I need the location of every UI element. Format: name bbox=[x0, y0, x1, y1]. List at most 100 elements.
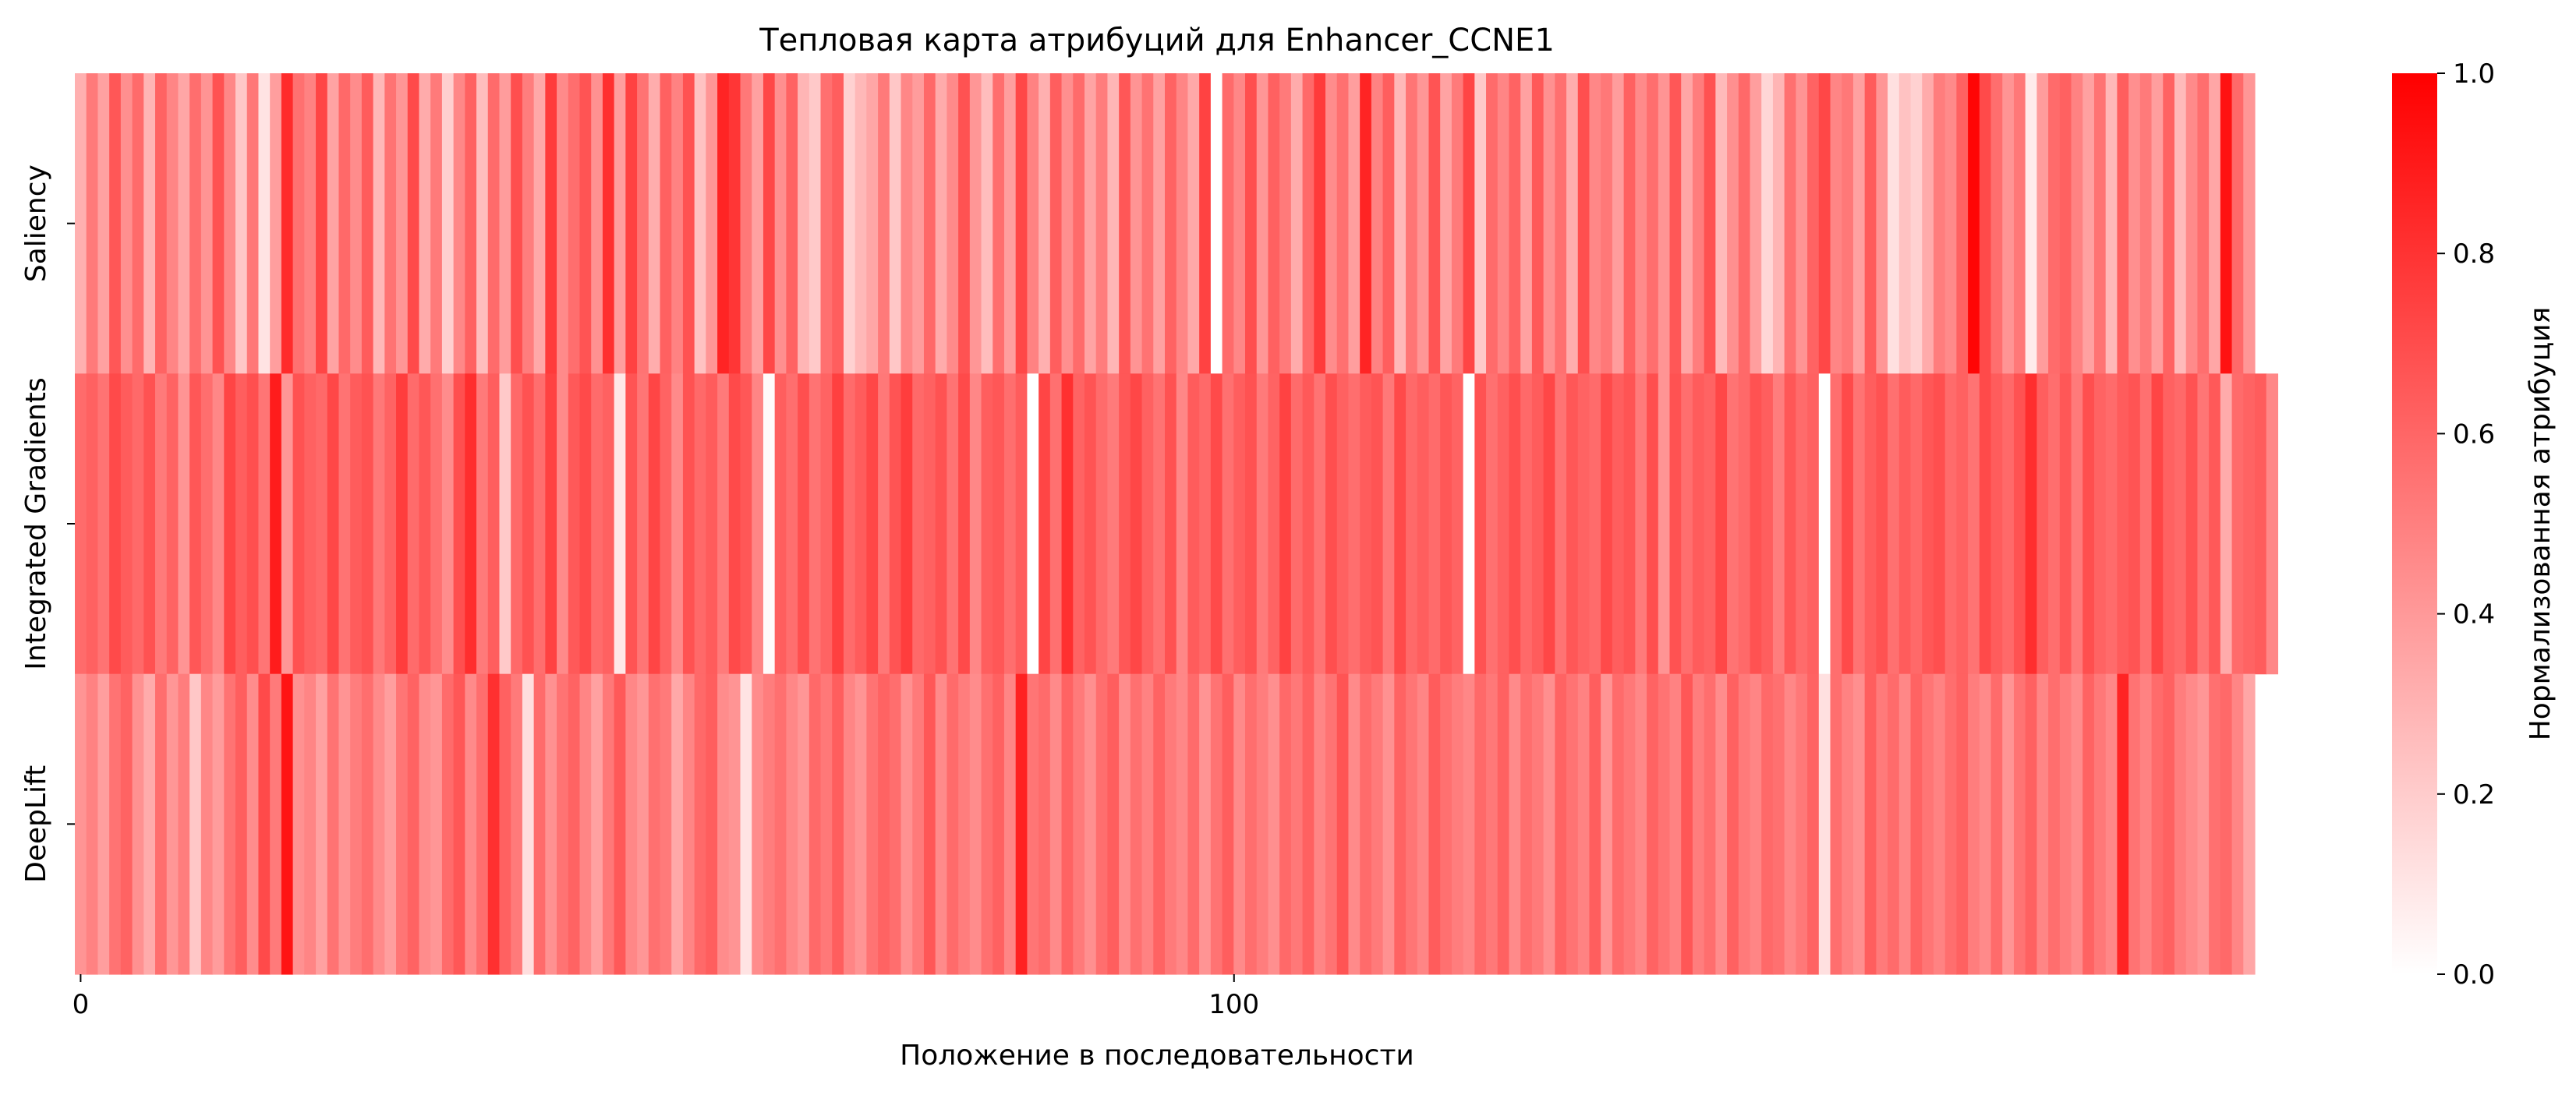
heatmap-cell bbox=[2013, 373, 2026, 675]
heatmap-cell bbox=[1635, 673, 1647, 975]
heatmap-cell bbox=[292, 73, 305, 374]
heatmap-cell bbox=[338, 73, 351, 374]
heatmap-cell bbox=[1876, 373, 1888, 675]
heatmap-cell bbox=[143, 373, 156, 675]
heatmap-cell bbox=[2255, 373, 2267, 675]
heatmap-cell bbox=[430, 73, 443, 374]
heatmap-cell bbox=[2071, 673, 2083, 975]
heatmap-cell bbox=[602, 673, 615, 975]
heatmap-cell bbox=[327, 73, 340, 374]
heatmap-cell bbox=[1371, 373, 1384, 675]
heatmap-cell bbox=[1279, 73, 1292, 374]
heatmap-cell bbox=[625, 673, 638, 975]
heatmap-cell bbox=[1658, 673, 1671, 975]
heatmap-cell bbox=[246, 73, 260, 374]
heatmap-cell bbox=[1394, 73, 1407, 374]
heatmap-cell bbox=[2231, 373, 2244, 675]
heatmap-cell bbox=[2048, 673, 2061, 975]
heatmap-cell bbox=[637, 73, 649, 374]
heatmap-cell bbox=[1176, 373, 1189, 675]
heatmap-cell bbox=[2151, 373, 2164, 675]
heatmap-cell bbox=[1520, 373, 1533, 675]
heatmap-cell bbox=[1910, 73, 1923, 374]
heatmap-cell bbox=[889, 73, 902, 374]
heatmap-cell bbox=[2093, 373, 2107, 675]
heatmap-cell bbox=[1623, 73, 1636, 374]
row-label: DeepLift bbox=[20, 765, 52, 883]
heatmap-cell bbox=[430, 373, 443, 675]
heatmap-cell bbox=[1968, 373, 1980, 675]
heatmap-cell bbox=[1199, 673, 1212, 975]
heatmap-cell bbox=[1141, 373, 1154, 675]
heatmap-cell bbox=[1486, 373, 1499, 675]
heatmap-cell bbox=[2071, 373, 2083, 675]
heatmap-cell bbox=[1956, 373, 1969, 675]
heatmap-cell bbox=[1061, 73, 1074, 374]
heatmap-cell bbox=[2185, 673, 2199, 975]
heatmap-cell bbox=[993, 73, 1005, 374]
heatmap-cell bbox=[1084, 673, 1097, 975]
heatmap-cell bbox=[1451, 73, 1464, 374]
heatmap-cell bbox=[2082, 373, 2095, 675]
heatmap-cell bbox=[958, 373, 971, 675]
heatmap-cell bbox=[2243, 73, 2256, 374]
heatmap-cell bbox=[316, 373, 328, 675]
heatmap-cell bbox=[1796, 373, 1808, 675]
heatmap-cell bbox=[1187, 73, 1200, 374]
heatmap-cell bbox=[878, 673, 890, 975]
heatmap-cell bbox=[1796, 673, 1808, 975]
heatmap-cell bbox=[557, 73, 569, 374]
heatmap-cell bbox=[132, 673, 144, 975]
heatmap-cell bbox=[453, 673, 465, 975]
heatmap-cell bbox=[511, 673, 523, 975]
heatmap-cell bbox=[1474, 673, 1487, 975]
heatmap-cell bbox=[2197, 373, 2210, 675]
colorbar-tick-label: 0.0 bbox=[2453, 959, 2495, 991]
heatmap-cell bbox=[2048, 373, 2061, 675]
heatmap-cell bbox=[1669, 673, 1682, 975]
heatmap-cell bbox=[132, 373, 144, 675]
heatmap-cell bbox=[1474, 373, 1487, 675]
heatmap-cell bbox=[1371, 73, 1384, 374]
heatmap-cell bbox=[1027, 373, 1039, 675]
heatmap-cell bbox=[1589, 73, 1601, 374]
row-label: Saliency bbox=[20, 164, 52, 282]
heatmap-cell bbox=[200, 373, 214, 675]
heatmap-cell bbox=[2220, 673, 2233, 975]
heatmap-cell bbox=[866, 673, 879, 975]
heatmap-cell bbox=[1325, 373, 1338, 675]
heatmap-cell bbox=[786, 373, 798, 675]
heatmap-cell bbox=[1394, 673, 1407, 975]
heatmap-cell bbox=[487, 73, 501, 374]
heatmap-cell bbox=[1761, 673, 1774, 975]
heatmap-cell bbox=[2082, 673, 2095, 975]
heatmap-cell bbox=[1486, 73, 1499, 374]
heatmap-cell bbox=[2071, 73, 2083, 374]
heatmap-cell bbox=[1153, 673, 1166, 975]
heatmap-cell bbox=[1141, 73, 1154, 374]
heatmap-cell bbox=[1944, 373, 1957, 675]
heatmap-cell bbox=[717, 673, 730, 975]
heatmap-cell bbox=[1738, 673, 1751, 975]
heatmap-cell bbox=[1898, 373, 1912, 675]
heatmap-cell bbox=[1543, 673, 1555, 975]
heatmap-cell bbox=[2163, 73, 2175, 374]
heatmap-cell bbox=[752, 73, 764, 374]
heatmap-cell bbox=[878, 73, 890, 374]
heatmap-cell bbox=[706, 73, 718, 374]
heatmap-cell bbox=[1555, 373, 1567, 675]
heatmap-cell bbox=[706, 373, 718, 675]
heatmap-cell bbox=[419, 73, 431, 374]
heatmap-cell bbox=[316, 73, 328, 374]
heatmap-cell bbox=[1818, 673, 1831, 975]
heatmap-cell bbox=[1807, 673, 1820, 975]
heatmap-cell bbox=[1256, 673, 1269, 975]
heatmap-cell bbox=[1933, 373, 1946, 675]
heatmap-cell bbox=[912, 373, 925, 675]
heatmap-cell bbox=[2105, 73, 2118, 374]
heatmap-cell bbox=[1107, 373, 1120, 675]
heatmap-cell bbox=[2139, 73, 2153, 374]
colorbar-label: Нормализованная атрибуция bbox=[2525, 307, 2557, 741]
colorbar-ticks: 0.0 0.2 0.4 0.6 0.8 1.0 bbox=[2437, 58, 2495, 991]
heatmap-cell bbox=[1130, 73, 1143, 374]
